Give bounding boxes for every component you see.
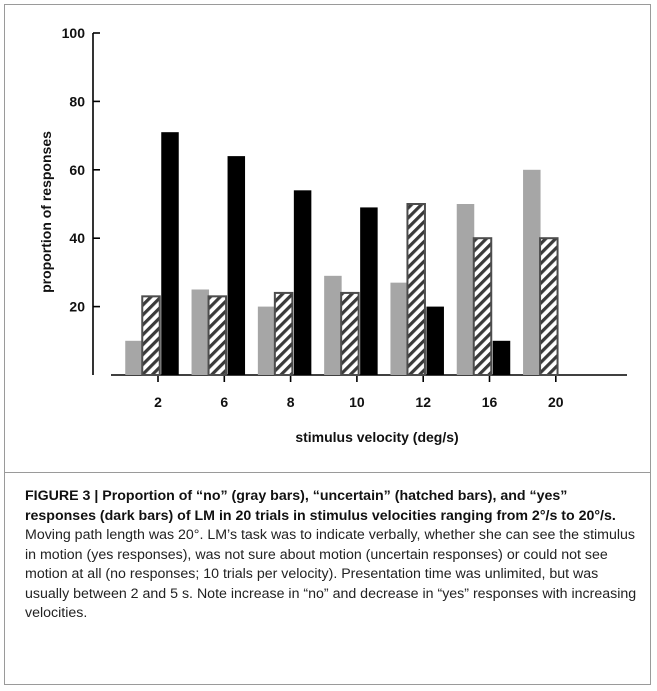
- y-tick-label: 100: [62, 25, 86, 41]
- bar-uncertain-6: [207, 295, 228, 376]
- bar-yes-10: [360, 207, 378, 375]
- bar-no-2: [125, 340, 143, 375]
- bar-no-12: [390, 282, 408, 375]
- bar-uncertain-16: [472, 237, 493, 376]
- bar-no-20: [523, 169, 541, 375]
- bar-uncertain-8: [273, 291, 294, 377]
- bars: [125, 132, 559, 377]
- bar-uncertain-10: [340, 291, 360, 377]
- bar-no-6: [191, 289, 210, 375]
- bar-yes-2: [161, 132, 179, 375]
- x-tick-label: 6: [220, 394, 228, 410]
- x-tick-label: 12: [415, 394, 431, 410]
- bar-uncertain-20: [539, 237, 559, 376]
- caption-body: Moving path length was 20°. LM’s task wa…: [25, 527, 637, 621]
- y-tick-label: 40: [69, 230, 85, 246]
- bar-no-10: [324, 275, 342, 375]
- bar-yes-6: [227, 156, 246, 375]
- x-tick-label: 8: [287, 394, 295, 410]
- bar-uncertain-2: [141, 295, 161, 376]
- figure-caption: FIGURE 3 | Proportion of “no” (gray bars…: [25, 487, 637, 624]
- bar-yes-8: [293, 190, 312, 375]
- x-tick-label: 20: [548, 394, 564, 410]
- bar-no-8: [257, 306, 276, 375]
- x-tick-label: 2: [154, 394, 162, 410]
- y-axis: 20 40 60 80 100: [62, 25, 100, 375]
- bar-no-16: [456, 204, 475, 375]
- y-tick-label: 20: [69, 299, 85, 315]
- figure-panel: 20 40 60 80 100 2 6 8 10 12 16 20 proportion of re…: [4, 4, 651, 685]
- x-axis: 2 6 8 10 12 16 20: [111, 374, 627, 410]
- caption-title: FIGURE 3 | Proportion of “no” (gray bars…: [25, 488, 616, 524]
- bar-yes-12: [426, 306, 444, 375]
- caption-divider: [5, 472, 650, 473]
- y-axis-title: proportion of responses: [38, 131, 54, 293]
- bar-yes-16: [492, 340, 511, 375]
- y-tick-label: 60: [69, 162, 85, 178]
- x-tick-label: 10: [349, 394, 365, 410]
- bar-chart: 20 40 60 80 100 2 6 8 10 12 16 20 proportion of re…: [5, 5, 652, 465]
- chart-svg: 20 40 60 80 100 2 6 8 10 12 16 20 proportion of re…: [38, 25, 627, 445]
- bar-uncertain-12: [406, 203, 426, 376]
- x-axis-title: stimulus velocity (deg/s): [295, 429, 458, 445]
- y-tick-label: 80: [69, 93, 85, 109]
- x-tick-label: 16: [482, 394, 498, 410]
